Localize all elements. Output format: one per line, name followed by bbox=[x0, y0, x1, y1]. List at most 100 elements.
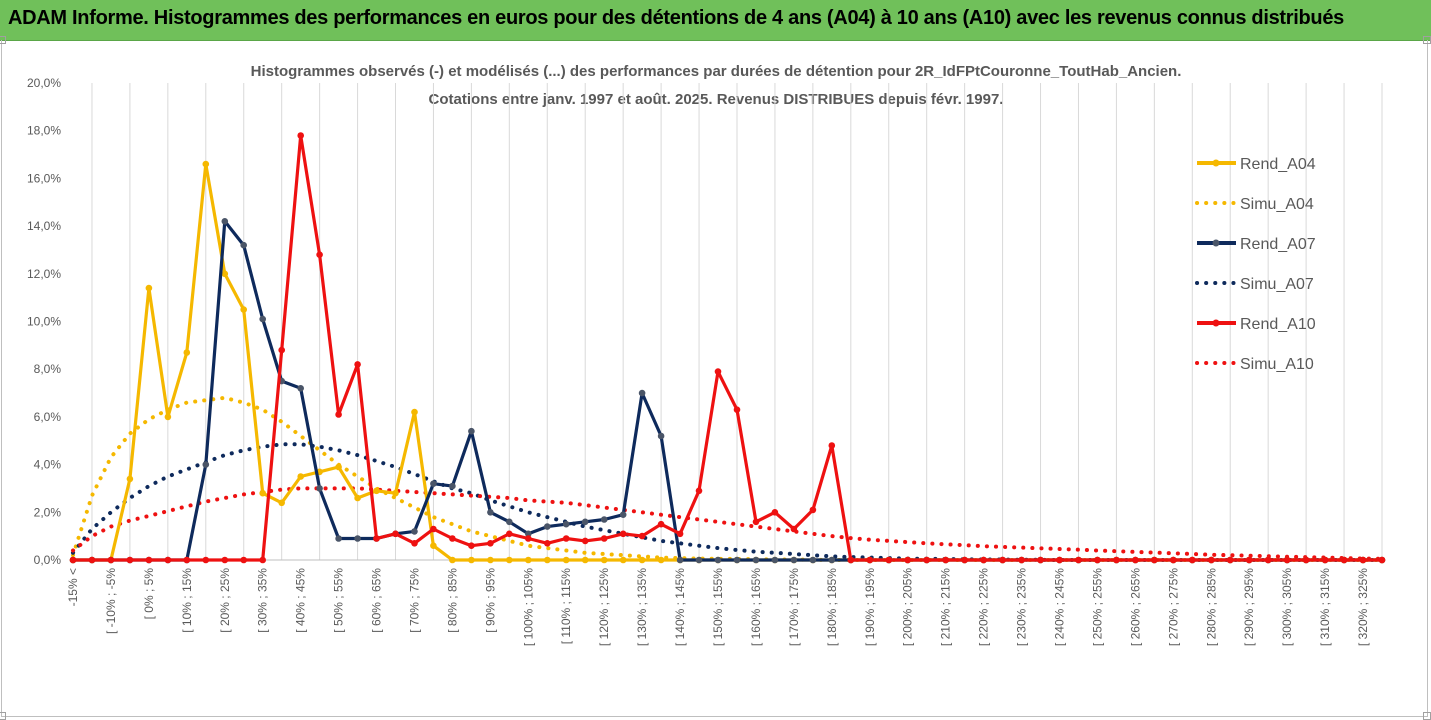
data-point-rend-a07 bbox=[487, 509, 494, 516]
data-point-rend-a04 bbox=[164, 413, 172, 421]
data-point-rend-a04 bbox=[449, 556, 456, 564]
data-point-rend-a04 bbox=[411, 408, 418, 416]
data-point-rend-a10 bbox=[430, 525, 437, 533]
data-point-rend-a10 bbox=[790, 525, 798, 533]
data-point-rend-a10 bbox=[1264, 556, 1272, 564]
y-tick-label: 2,0% bbox=[34, 505, 62, 519]
chart-title-line-1: Histogrammes observés (-) et modélisés (… bbox=[251, 63, 1182, 80]
y-tick-label: 18,0% bbox=[27, 124, 61, 138]
data-point-rend-a10 bbox=[202, 556, 210, 564]
data-point-rend-a10 bbox=[259, 556, 267, 564]
data-point-rend-a04 bbox=[487, 556, 494, 564]
data-point-rend-a10 bbox=[240, 556, 247, 564]
data-point-rend-a10 bbox=[866, 556, 874, 564]
data-point-rend-a07 bbox=[752, 556, 760, 564]
data-point-rend-a10 bbox=[145, 556, 153, 564]
data-point-rend-a04 bbox=[619, 556, 627, 564]
legend-label-rend-a04: Rend_A04 bbox=[1240, 156, 1316, 173]
data-point-rend-a07 bbox=[259, 315, 267, 323]
data-point-rend-a10 bbox=[69, 556, 77, 564]
x-tick-label: [ -10% ; -5% bbox=[104, 568, 118, 634]
y-tick-label: 0,0% bbox=[34, 553, 62, 567]
data-point-rend-a07 bbox=[809, 556, 817, 564]
x-tick-label: [ 240% ; 245% bbox=[1052, 568, 1066, 646]
x-tick-label: [ 140% ; 145% bbox=[673, 568, 687, 646]
data-point-rend-a04 bbox=[373, 487, 380, 495]
data-point-rend-a07 bbox=[619, 511, 627, 518]
x-axis: -15% < [ -10% ; -5% [ 0% ; 5% [ 10% ; 15% [ … bbox=[66, 559, 1382, 646]
x-tick-label: [ 70% ; 75% bbox=[407, 568, 421, 633]
legend-label-rend-a10: Rend_A10 bbox=[1240, 316, 1316, 333]
data-point-rend-a10 bbox=[506, 530, 513, 538]
data-point-rend-a07 bbox=[828, 556, 836, 564]
y-tick-label: 6,0% bbox=[34, 410, 62, 424]
data-point-rend-a04 bbox=[600, 556, 608, 564]
x-tick-label: [ 90% ; 95% bbox=[483, 568, 497, 633]
data-point-rend-a10 bbox=[88, 556, 96, 564]
data-point-rend-a07 bbox=[202, 461, 210, 468]
data-point-rend-a10 bbox=[961, 556, 968, 564]
data-point-rend-a10 bbox=[1359, 556, 1367, 564]
legend-label-simu-a10: Simu_A10 bbox=[1240, 356, 1314, 373]
y-axis: 0,0% 2,0% 4,0% 6,0% 8,0% 10,0% 12,0% 14,0% 16,0%… bbox=[27, 76, 61, 567]
x-tick-label: [ 310% ; 315% bbox=[1318, 568, 1332, 646]
data-point-rend-a10 bbox=[562, 535, 570, 542]
data-point-rend-a04 bbox=[657, 556, 665, 564]
data-point-rend-a10 bbox=[999, 556, 1006, 564]
x-tick-label: [ 10% ; 15% bbox=[180, 568, 194, 633]
legend-marker-rend-a07 bbox=[1212, 239, 1220, 247]
data-point-rend-a10 bbox=[676, 530, 684, 538]
x-tick-label: [ 320% ; 325% bbox=[1356, 568, 1370, 646]
data-point-rend-a10 bbox=[373, 535, 380, 542]
data-point-rend-a10 bbox=[1132, 556, 1139, 564]
data-point-rend-a10 bbox=[1018, 556, 1025, 564]
data-point-rend-a04 bbox=[297, 473, 305, 480]
legend-label-rend-a07: Rend_A07 bbox=[1240, 236, 1316, 253]
data-point-rend-a04 bbox=[240, 306, 247, 313]
data-point-rend-a10 bbox=[923, 556, 930, 564]
x-tick-label: [ 40% ; 45% bbox=[294, 568, 308, 633]
y-tick-label: 16,0% bbox=[27, 171, 61, 185]
data-point-rend-a10 bbox=[600, 535, 608, 542]
data-point-rend-a10 bbox=[278, 346, 286, 354]
series-lines bbox=[69, 132, 1386, 564]
data-point-rend-a04 bbox=[278, 499, 286, 507]
data-point-rend-a10 bbox=[183, 556, 191, 564]
y-tick-label: 4,0% bbox=[34, 458, 62, 472]
data-point-rend-a07 bbox=[714, 556, 722, 564]
data-point-rend-a07 bbox=[695, 556, 703, 564]
data-point-rend-a04 bbox=[468, 556, 475, 564]
data-point-rend-a07 bbox=[354, 535, 361, 542]
data-point-rend-a07 bbox=[297, 385, 305, 392]
data-point-rend-a10 bbox=[1151, 556, 1158, 564]
data-point-rend-a04 bbox=[335, 463, 342, 471]
data-point-rend-a10 bbox=[354, 361, 361, 368]
legend-marker-rend-a04 bbox=[1212, 159, 1220, 167]
data-point-rend-a10 bbox=[1283, 556, 1291, 564]
data-point-rend-a07 bbox=[676, 556, 684, 564]
data-point-rend-a04 bbox=[183, 349, 191, 356]
data-point-rend-a04 bbox=[221, 270, 229, 278]
x-tick-label: [ 250% ; 255% bbox=[1090, 568, 1104, 646]
x-tick-label: [ 270% ; 275% bbox=[1166, 568, 1180, 646]
data-point-rend-a10 bbox=[221, 556, 229, 564]
data-point-rend-a04 bbox=[354, 494, 361, 502]
data-point-rend-a10 bbox=[657, 520, 665, 528]
data-point-rend-a10 bbox=[1170, 556, 1177, 564]
x-tick-label: [ 260% ; 265% bbox=[1128, 568, 1142, 646]
data-point-rend-a10 bbox=[411, 540, 418, 547]
resize-handle[interactable] bbox=[0, 36, 6, 44]
x-tick-label: -15% < bbox=[66, 568, 80, 606]
x-tick-label: [ 300% ; 305% bbox=[1280, 568, 1294, 646]
data-point-rend-a07 bbox=[240, 241, 247, 249]
data-point-rend-a04 bbox=[544, 556, 551, 564]
data-point-rend-a10 bbox=[297, 132, 305, 139]
data-point-rend-a10 bbox=[638, 532, 646, 540]
data-point-rend-a07 bbox=[411, 528, 418, 535]
data-point-rend-a07 bbox=[562, 520, 570, 528]
data-point-rend-a10 bbox=[733, 406, 741, 414]
data-point-rend-a04 bbox=[581, 556, 589, 564]
data-point-rend-a04 bbox=[259, 489, 267, 497]
data-point-rend-a10 bbox=[544, 540, 551, 547]
